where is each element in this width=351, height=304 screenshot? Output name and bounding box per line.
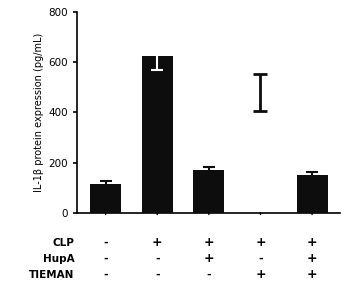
Bar bbox=[142, 56, 173, 213]
Text: +: + bbox=[204, 252, 214, 265]
Text: -: - bbox=[258, 254, 263, 264]
Text: +: + bbox=[255, 237, 266, 249]
Bar bbox=[193, 170, 224, 213]
Text: +: + bbox=[307, 268, 317, 282]
Text: +: + bbox=[204, 237, 214, 249]
Text: +: + bbox=[255, 268, 266, 282]
Text: -: - bbox=[103, 238, 108, 248]
Text: +: + bbox=[307, 252, 317, 265]
Text: HupA: HupA bbox=[43, 254, 75, 264]
Text: -: - bbox=[155, 254, 160, 264]
Bar bbox=[297, 175, 327, 213]
Bar bbox=[90, 184, 121, 213]
Text: -: - bbox=[155, 270, 160, 280]
Text: -: - bbox=[103, 254, 108, 264]
Text: +: + bbox=[152, 237, 163, 249]
Y-axis label: IL-1β protein expression (pg/mL): IL-1β protein expression (pg/mL) bbox=[34, 33, 44, 192]
Text: CLP: CLP bbox=[53, 238, 75, 248]
Text: -: - bbox=[206, 270, 211, 280]
Text: +: + bbox=[307, 237, 317, 249]
Text: TIEMAN: TIEMAN bbox=[29, 270, 75, 280]
Text: -: - bbox=[103, 270, 108, 280]
